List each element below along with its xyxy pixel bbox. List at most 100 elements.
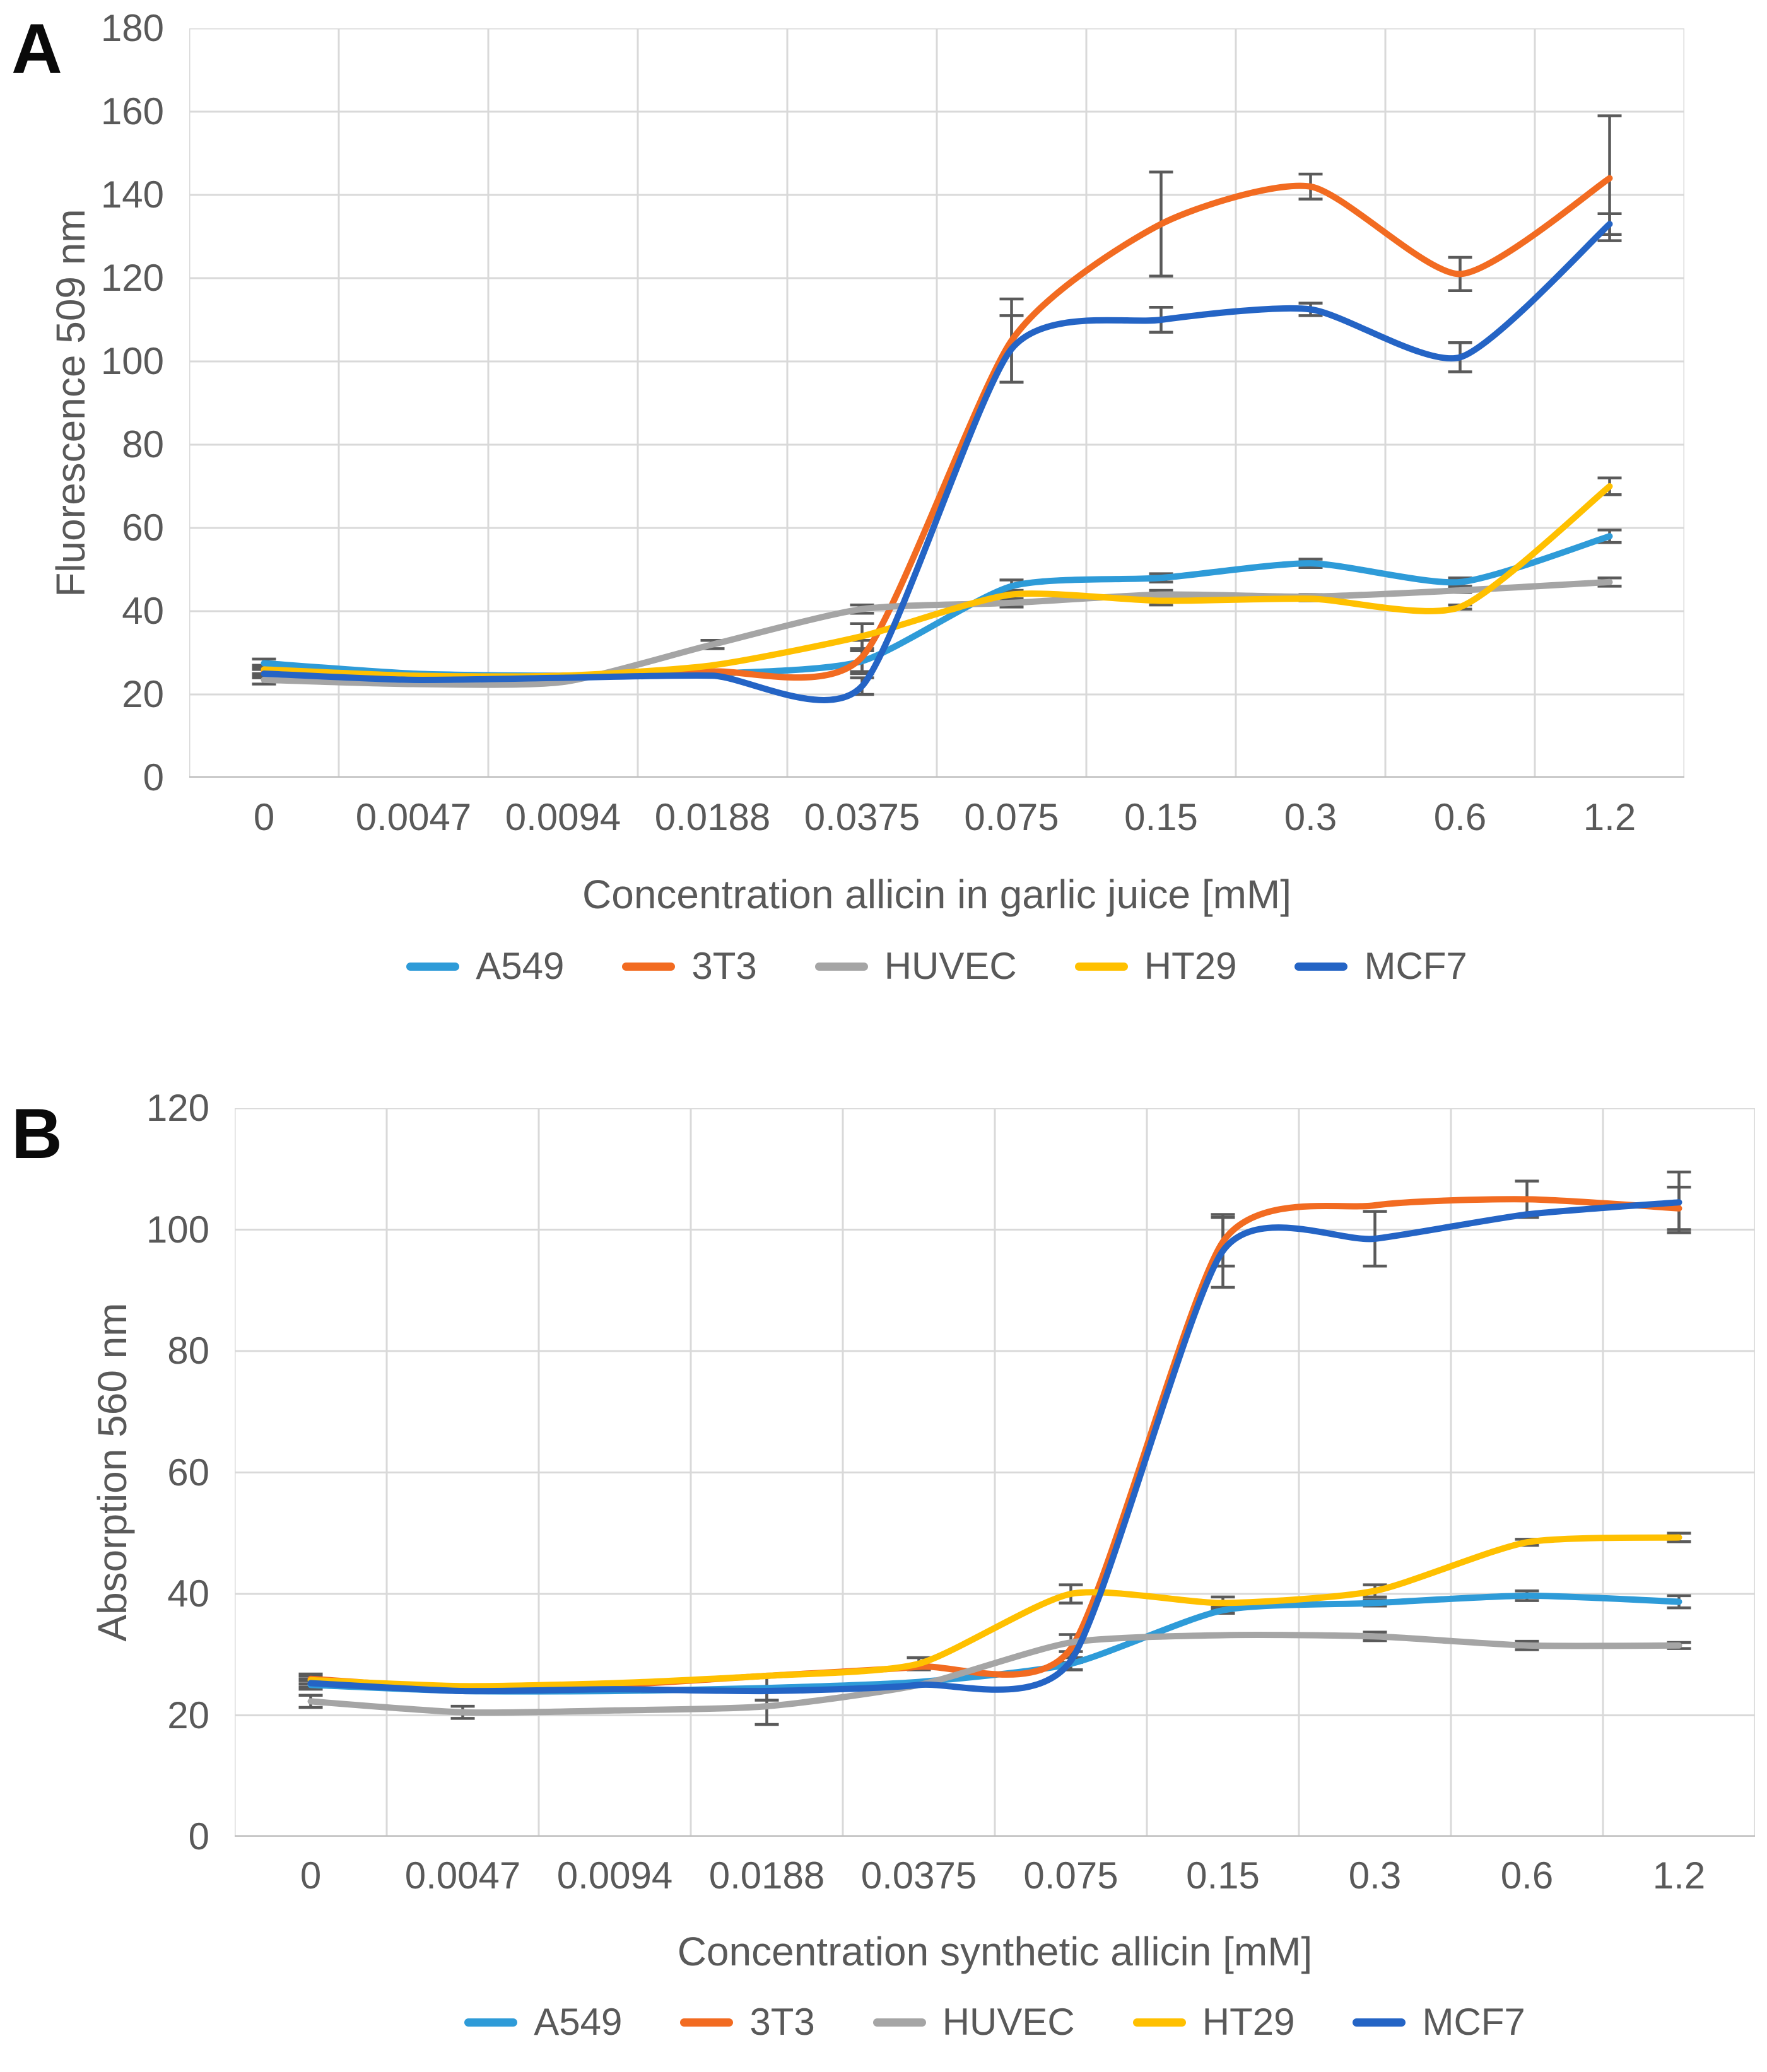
legend-label: MCF7 [1422,2001,1525,2043]
x-tick-label: 0.075 [1023,1854,1118,1897]
error-bars-MCF7 [298,1170,1691,1689]
x-tick-label: 0.0047 [404,1854,521,1897]
legend-swatch-3T3 [622,962,676,971]
legend-swatch-A549 [464,2018,518,2027]
series-line-HT29 [261,483,1613,680]
error-bars-HT29 [252,476,1622,676]
y-tick-label: 0 [188,1815,209,1858]
legend-swatch-HUVEC [814,962,868,971]
legend-swatch-MCF7 [1353,2018,1406,2027]
legend-item-A549: A549 [464,2003,622,2041]
y-tick-label: 140 [100,173,164,216]
x-tick-label: 0 [253,796,275,838]
error-bars-A549 [298,1589,1691,1702]
legend-item-MCF7: MCF7 [1294,947,1467,985]
series-line-HUVEC [307,1632,1682,1716]
y-tick-label: 60 [122,506,164,549]
x-tick-label: 0.0188 [654,796,771,838]
x-tick-label: 0 [300,1854,322,1897]
y-tick-label: 20 [122,673,164,715]
series-line-3T3 [307,1196,1682,1692]
y-tick-label: 80 [122,423,164,465]
x-tick-label: 1.2 [1583,796,1636,838]
y-tick-label: 100 [100,340,164,382]
legend-item-HUVEC: HUVEC [814,945,1017,987]
x-tick-label: 0.15 [1124,796,1198,838]
y-tick-label: 160 [100,90,164,132]
legend-item-MCF7: MCF7 [1353,2003,1525,2041]
legend-item-HT29: HT29 [1074,945,1237,987]
series-line-HUVEC [261,578,1613,688]
panel-label-a: A [11,9,62,88]
legend-label: HUVEC [942,2001,1075,2043]
error-bars-HUVEC [252,576,1622,686]
y-tick-label: 100 [146,1208,209,1251]
legend-item-3T3: 3T3 [622,945,757,987]
x-tick-label: 0.0188 [708,1854,825,1897]
legend-item-A549: A549 [406,947,564,985]
legend-label: A549 [476,945,565,987]
chart-a-canvas [189,28,1684,778]
error-bars-MCF7 [252,212,1622,696]
series-line-HT29 [307,1534,1682,1690]
chart-a-y-axis-title: Fluorescence 509 nm [48,209,93,597]
chart-b-canvas [235,1108,1755,1837]
x-tick-label: 0.0375 [804,796,920,838]
legend-swatch-HT29 [1132,2018,1186,2027]
error-bars-3T3 [298,1179,1691,1685]
series-line-MCF7 [261,221,1613,703]
y-tick-label: 40 [122,590,164,632]
y-tick-label: 180 [100,7,164,49]
y-tick-label: 0 [143,756,164,799]
legend-label: 3T3 [749,2001,815,2043]
legend-label: A549 [534,2001,623,2043]
x-tick-label: 0.0375 [860,1854,977,1897]
y-tick-label: 80 [167,1330,209,1372]
x-tick-label: 0.15 [1186,1854,1260,1897]
chart-b-legend: A549 3T3 HUVEC HT29 MCF7 [235,2003,1755,2041]
legend-label: 3T3 [691,945,757,987]
legend-swatch-3T3 [680,2018,734,2027]
y-tick-label: 20 [167,1694,209,1736]
chart-b-y-axis-title: Absorption 560 nm [90,1302,135,1642]
legend-label: HT29 [1202,2001,1295,2043]
error-bars-A549 [252,529,1622,673]
x-tick-label: 0.3 [1284,796,1337,838]
legend-label: MCF7 [1364,945,1467,987]
panel-label-b: B [11,1094,62,1173]
x-tick-label: 0.6 [1500,1854,1554,1897]
x-tick-label: 0.6 [1433,796,1487,838]
y-tick-label: 60 [167,1451,209,1494]
legend-item-3T3: 3T3 [680,2001,815,2043]
legend-swatch-HT29 [1074,962,1128,971]
y-tick-label: 40 [167,1572,209,1615]
y-tick-label: 120 [146,1087,209,1129]
chart-a-legend: A549 3T3 HUVEC HT29 MCF7 [189,947,1684,985]
x-tick-label: 0.0094 [505,796,621,838]
error-bars-HUVEC [298,1630,1691,1726]
x-tick-label: 0.075 [964,796,1059,838]
legend-label: HUVEC [884,945,1017,987]
legend-item-HUVEC: HUVEC [872,2001,1075,2043]
legend-swatch-MCF7 [1294,962,1348,971]
series-line-A549 [307,1592,1682,1695]
error-bars-HT29 [298,1531,1691,1686]
x-tick-label: 0.0047 [355,796,472,838]
x-tick-label: 1.2 [1652,1854,1706,1897]
x-tick-label: 0.3 [1348,1854,1402,1897]
legend-swatch-HUVEC [872,2018,926,2027]
series-line-3T3 [261,175,1613,681]
chart-a-x-axis-title: Concentration allicin in garlic juice [m… [582,872,1291,917]
legend-swatch-A549 [406,962,460,971]
legend-item-HT29: HT29 [1132,2001,1295,2043]
legend-label: HT29 [1144,945,1237,987]
x-tick-label: 0.0094 [556,1854,673,1897]
error-bars-3T3 [252,114,1622,677]
series-line-A549 [261,533,1613,679]
series-line-MCF7 [307,1199,1682,1695]
y-tick-label: 120 [100,257,164,299]
chart-b-x-axis-title: Concentration synthetic allicin [mM] [677,1929,1313,1974]
